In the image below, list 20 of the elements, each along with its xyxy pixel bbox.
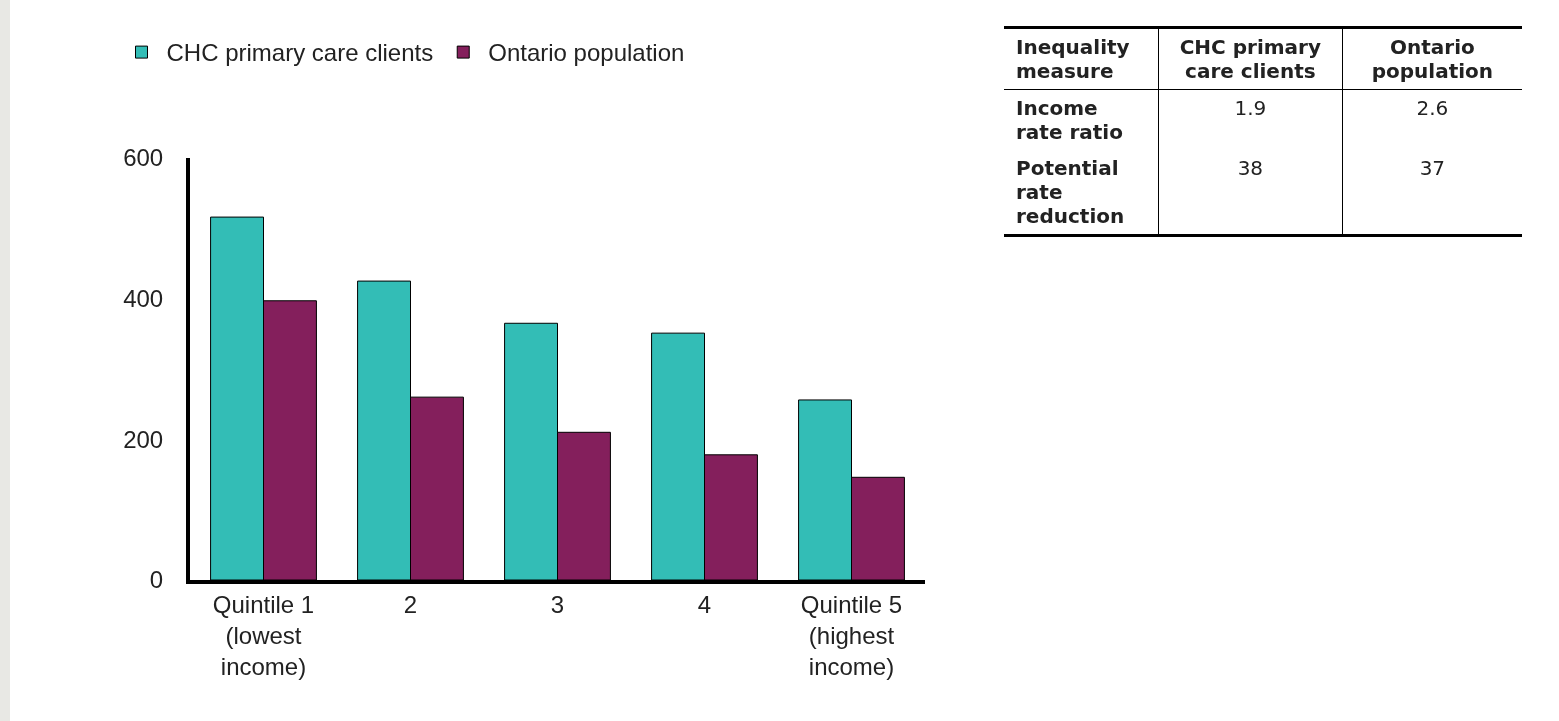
text: Inequality measure — [1004, 27, 1159, 90]
data-label: 38 — [1158, 150, 1343, 236]
data-label: 1.9 — [1158, 89, 1343, 150]
y-tick-label: 600 — [123, 144, 164, 172]
data-label: 2.6 — [1342, 89, 1522, 150]
category-label: Income rate ratio — [1015, 95, 1124, 146]
x-tick-label: 2 — [403, 590, 418, 618]
y-tick-label: 0 — [149, 566, 164, 594]
x-tick-label: Quintile 1 (lowest income) — [212, 590, 315, 681]
category-label: Potential rate reduction — [1015, 155, 1126, 230]
legend-label: CHC primary care clients — [166, 39, 434, 67]
y-tick-label: 400 — [123, 285, 164, 313]
legend-label: Ontario population — [488, 39, 685, 67]
y-tick-label: 200 — [123, 425, 164, 453]
text: Ontario population — [1342, 27, 1522, 90]
text: CHC primary care clients — [1158, 27, 1343, 90]
x-tick-label: 4 — [697, 590, 712, 618]
x-tick-label: Quintile 5 (highest income) — [800, 590, 903, 681]
x-tick-label: 3 — [550, 590, 565, 618]
data-label: 37 — [1342, 150, 1522, 236]
